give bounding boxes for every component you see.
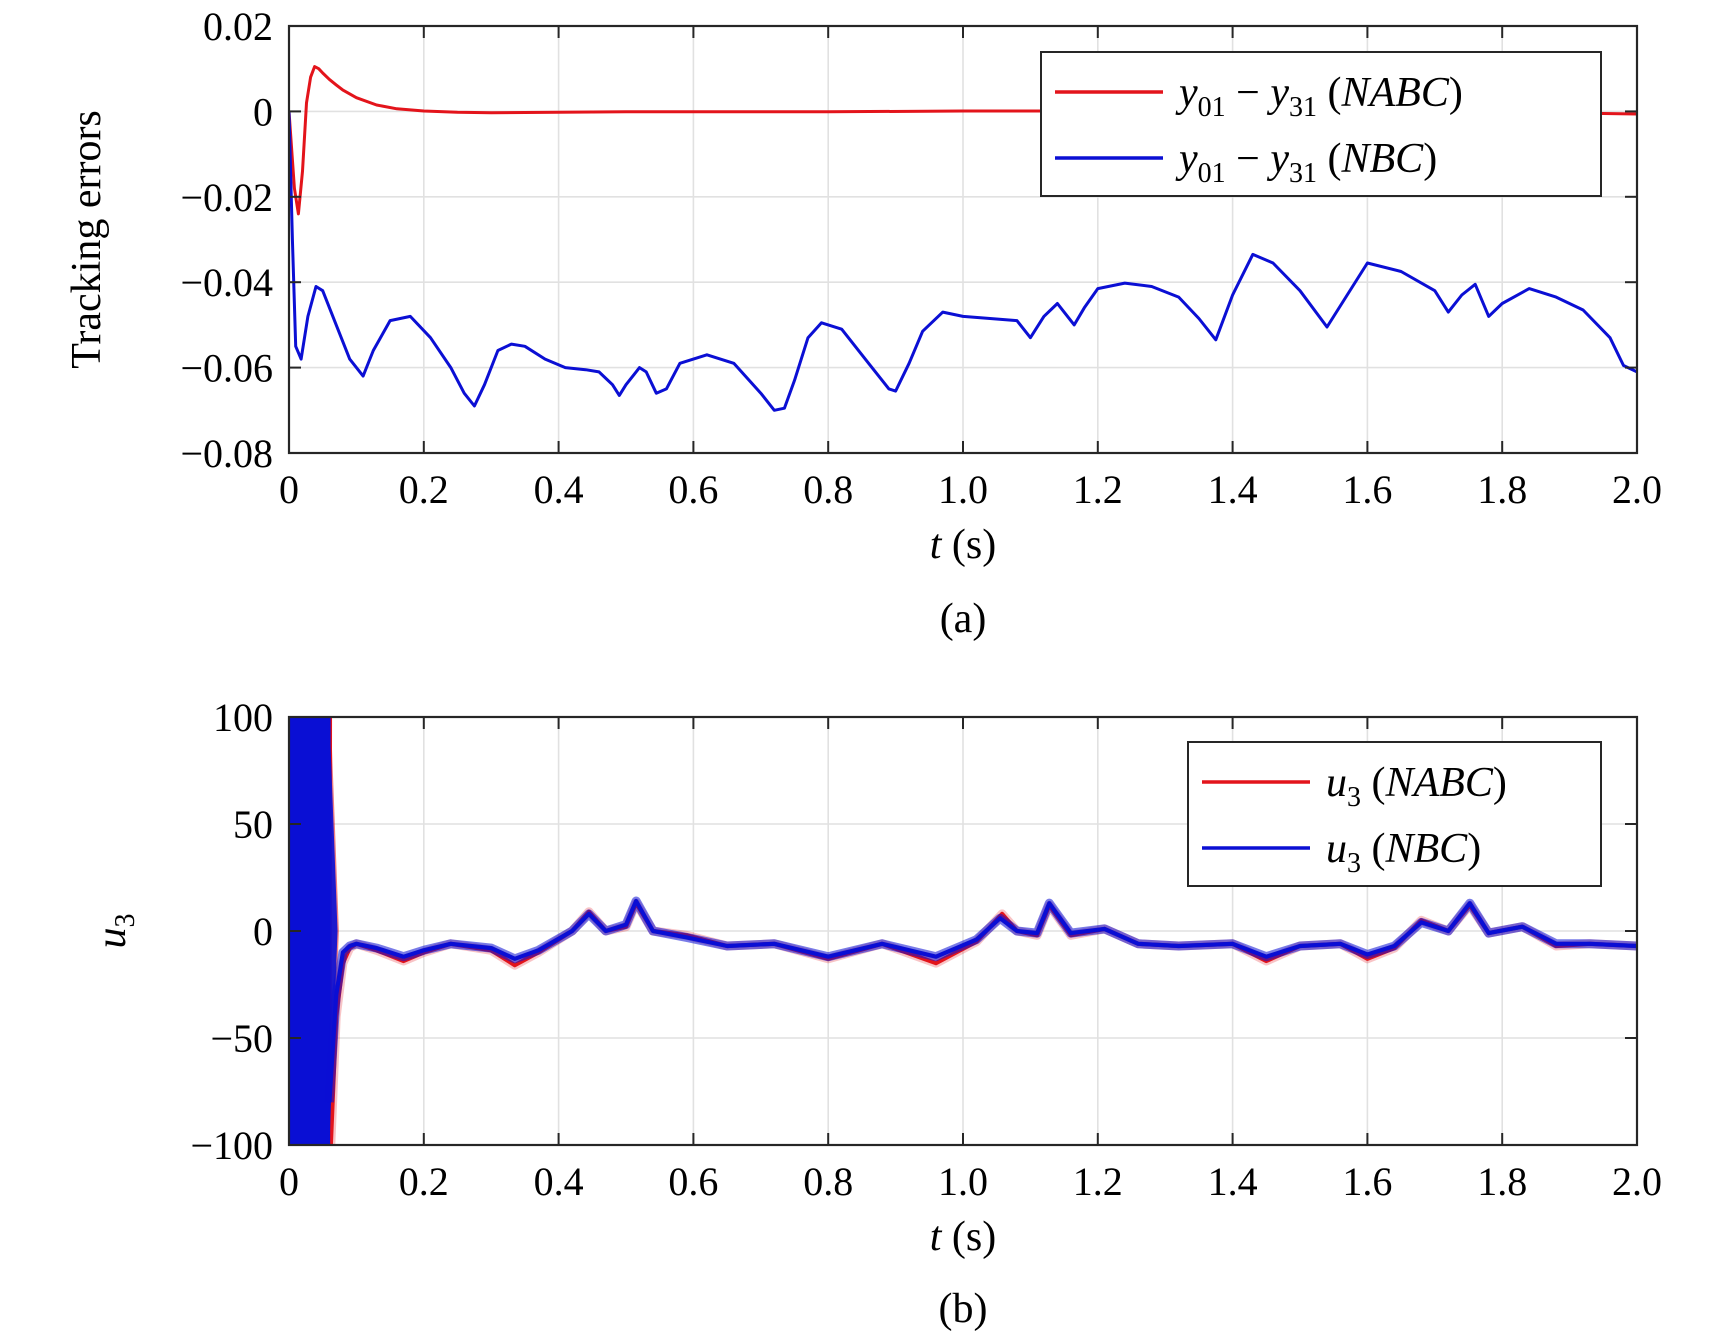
x-tick-label: 0.2 bbox=[399, 467, 449, 512]
legend-method: NBC bbox=[1341, 136, 1425, 182]
x-tick-label: 1.2 bbox=[1073, 1159, 1123, 1204]
x-tick-label: 1.0 bbox=[938, 1159, 988, 1204]
legend-subscript: 01 bbox=[1198, 92, 1226, 123]
legend-paren-close: ) bbox=[1449, 70, 1463, 116]
x-axis-unit: (s) bbox=[941, 1214, 996, 1260]
y-tick-label: 0 bbox=[253, 909, 273, 954]
x-axis-unit: (s) bbox=[941, 522, 996, 568]
legend-var: y bbox=[1266, 136, 1289, 182]
chart-panel-a: 0 0.2 0.4 0.6 0.8 1.0 1.2 1.4 1.6 1.8 2.00.020−0.0… bbox=[64, 4, 1662, 642]
legend-operator: − bbox=[1226, 136, 1271, 182]
x-tick-label: 0.2 bbox=[399, 1159, 449, 1204]
legend-method: NBC bbox=[1385, 826, 1469, 872]
x-tick-label: 1.2 bbox=[1073, 467, 1123, 512]
legend-subscript: 3 bbox=[1347, 782, 1361, 813]
y-tick-label: −0.08 bbox=[180, 431, 273, 476]
y-tick-label: −0.06 bbox=[180, 346, 273, 391]
legend: y01 − y31 (NABC)y01 − y31 (NBC) bbox=[1040, 51, 1602, 197]
legend-paren-open: ( bbox=[1361, 760, 1386, 806]
x-tick-label: 0.6 bbox=[668, 467, 718, 512]
legend-subscript: 3 bbox=[1347, 848, 1361, 879]
y-tick-label: −100 bbox=[190, 1123, 273, 1168]
legend-method: NABC bbox=[1385, 760, 1494, 806]
legend-paren-close: ) bbox=[1423, 136, 1437, 182]
legend-subscript: 31 bbox=[1289, 158, 1317, 189]
x-tick-label: 1.0 bbox=[938, 467, 988, 512]
series-group bbox=[289, 717, 1637, 1145]
x-tick-label: 0.8 bbox=[803, 467, 853, 512]
legend-entry-nabc: u3 (NABC) bbox=[1326, 760, 1507, 813]
legend-var: u bbox=[1326, 760, 1347, 806]
legend-paren-open: ( bbox=[1317, 70, 1342, 116]
y-axis-subscript: 3 bbox=[110, 914, 141, 928]
x-tick-label: 0.4 bbox=[534, 467, 584, 512]
x-tick-label: 1.4 bbox=[1208, 467, 1258, 512]
legend-entry-nbc: u3 (NBC) bbox=[1326, 826, 1481, 879]
series-nbc-line bbox=[289, 111, 1637, 412]
series-nbc-oscillation-band bbox=[289, 717, 338, 1145]
x-tick-label: 1.6 bbox=[1342, 467, 1392, 512]
x-tick-label: 1.8 bbox=[1477, 1159, 1527, 1204]
x-tick-label: 0.4 bbox=[534, 1159, 584, 1204]
x-axis-variable: t bbox=[930, 1214, 943, 1260]
legend-operator: − bbox=[1226, 70, 1271, 116]
legend-subscript: 31 bbox=[1289, 92, 1317, 123]
legend-paren-close: ) bbox=[1467, 826, 1481, 872]
legend-var: u bbox=[1326, 826, 1347, 872]
legend-paren-open: ( bbox=[1361, 826, 1386, 872]
legend-entry-nbc: y01 − y31 (NBC) bbox=[1175, 136, 1437, 189]
legend-paren-open: ( bbox=[1317, 136, 1342, 182]
x-tick-label: 0 bbox=[279, 467, 299, 512]
y-axis-label: Tracking errors bbox=[64, 110, 110, 369]
y-axis-label: u3 bbox=[89, 914, 141, 949]
x-tick-label: 2.0 bbox=[1612, 467, 1662, 512]
y-tick-label: 0.02 bbox=[203, 4, 273, 49]
x-axis-variable: t bbox=[930, 522, 943, 568]
y-axis-variable: u bbox=[89, 928, 135, 949]
chart-panel-b: 0 0.2 0.4 0.6 0.8 1.0 1.2 1.4 1.6 1.8 2.0 100 50 0 −50… bbox=[89, 695, 1662, 1332]
legend-box bbox=[1040, 51, 1602, 197]
legend-var: y bbox=[1175, 70, 1198, 116]
legend-box bbox=[1187, 741, 1602, 887]
y-tick-label: 50 bbox=[233, 802, 273, 847]
x-axis-label: t (s) bbox=[930, 1214, 997, 1260]
legend-subscript: 01 bbox=[1198, 158, 1226, 189]
x-axis-label: t (s) bbox=[930, 522, 997, 568]
y-tick-label: −0.04 bbox=[180, 260, 273, 305]
y-tick-label: −0.02 bbox=[180, 175, 273, 220]
legend-paren-close: ) bbox=[1493, 760, 1507, 806]
y-tick-label: −50 bbox=[210, 1016, 273, 1061]
x-tick-label: 0.8 bbox=[803, 1159, 853, 1204]
legend-method: NABC bbox=[1341, 70, 1450, 116]
panel-caption: (b) bbox=[939, 1286, 988, 1332]
x-tick-label: 1.8 bbox=[1477, 467, 1527, 512]
y-tick-label: 100 bbox=[213, 695, 273, 740]
legend-var: y bbox=[1266, 70, 1289, 116]
y-tick-label: 0 bbox=[253, 89, 273, 134]
x-tick-label: 0 bbox=[279, 1159, 299, 1204]
x-tick-label: 0.6 bbox=[668, 1159, 718, 1204]
x-tick-label: 1.6 bbox=[1342, 1159, 1392, 1204]
x-tick-label: 2.0 bbox=[1612, 1159, 1662, 1204]
legend: u3 (NABC)u3 (NBC) bbox=[1187, 741, 1602, 887]
series-nbc-chatter-band bbox=[324, 896, 1637, 1103]
y-axis-title: Tracking errors bbox=[64, 110, 110, 369]
x-tick-label: 1.4 bbox=[1208, 1159, 1258, 1204]
legend-var: y bbox=[1175, 136, 1198, 182]
panel-caption: (a) bbox=[940, 596, 987, 642]
legend-entry-nabc: y01 − y31 (NABC) bbox=[1175, 70, 1463, 123]
